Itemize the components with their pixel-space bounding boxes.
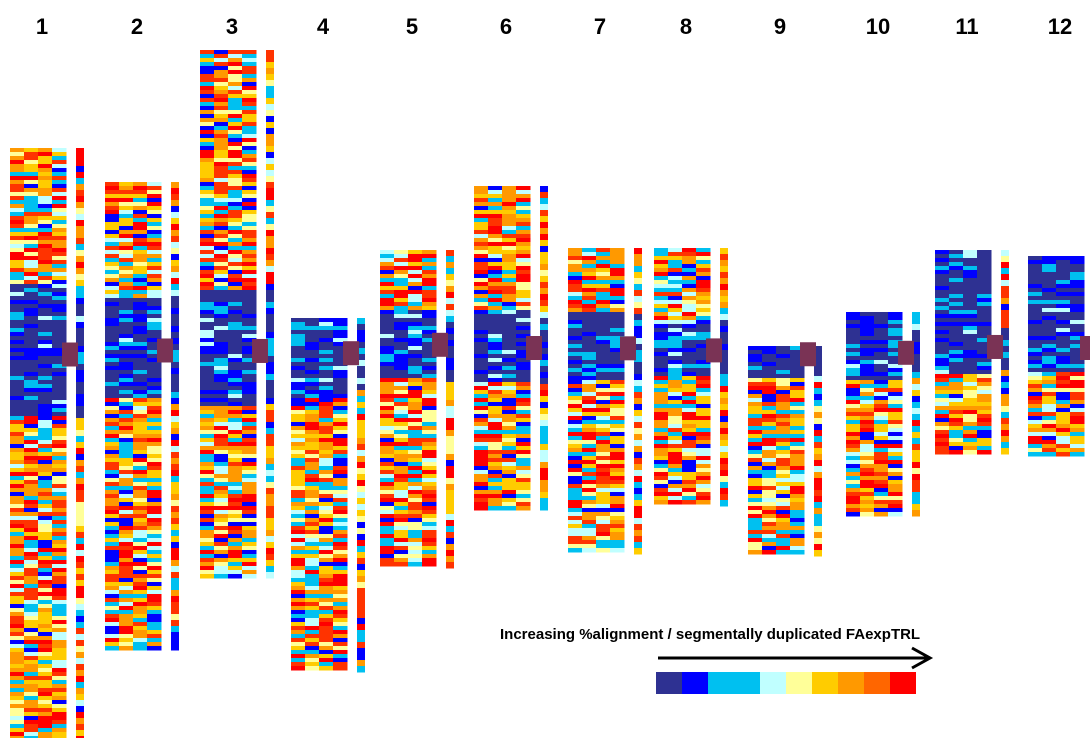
legend-swatch-3 <box>708 672 734 694</box>
centromere-marker-6 <box>526 336 542 360</box>
chromosome-12-heatmap <box>1028 256 1090 457</box>
chromosome-label-8: 8 <box>679 14 693 39</box>
legend-swatch-6 <box>786 672 812 694</box>
centromere-marker-12 <box>1080 336 1090 360</box>
centromere-marker-7 <box>620 336 636 361</box>
chromosome-1-heatmap <box>10 148 84 743</box>
chromosome-label-7: 7 <box>593 14 607 39</box>
legend-swatch-5 <box>760 672 786 694</box>
chromosome-9-heatmap <box>748 342 822 557</box>
increasing-arrow-icon <box>658 646 934 670</box>
legend-color-scale <box>656 672 916 694</box>
chromosome-4-heatmap <box>291 318 365 673</box>
chromosome-6-heatmap <box>474 186 548 511</box>
legend-swatch-1 <box>656 672 682 694</box>
chromosome-label-6: 6 <box>499 14 513 39</box>
legend-swatch-4 <box>734 672 760 694</box>
centromere-marker-1 <box>62 342 78 367</box>
chromosome-5-heatmap <box>380 250 454 569</box>
chromosome-8-heatmap <box>654 248 728 507</box>
centromere-marker-3 <box>252 338 268 363</box>
legend-swatch-2 <box>682 672 708 694</box>
chromosome-label-2: 2 <box>130 14 144 39</box>
legend-swatch-7 <box>812 672 838 694</box>
chromosome-11-heatmap <box>935 250 1009 455</box>
legend-title: Increasing %alignment / segmentally dupl… <box>500 626 921 643</box>
centromere-marker-11 <box>987 334 1003 359</box>
chromosome-label-12: 12 <box>1047 14 1073 39</box>
chromosome-label-1: 1 <box>35 14 49 39</box>
chromosome-10-heatmap <box>846 312 920 517</box>
centromere-marker-4 <box>343 341 359 366</box>
centromere-marker-8 <box>706 338 722 363</box>
chromosome-label-11: 11 <box>955 14 979 39</box>
chromosome-label-3: 3 <box>225 14 239 39</box>
centromere-marker-2 <box>157 338 173 363</box>
chromosome-label-4: 4 <box>316 14 330 39</box>
legend-swatch-10 <box>890 672 916 694</box>
chromosome-label-9: 9 <box>773 14 787 39</box>
chromosome-2-heatmap <box>105 182 179 651</box>
chromosome-label-10: 10 <box>865 14 891 39</box>
chromosome-3-heatmap <box>200 50 274 579</box>
centromere-marker-5 <box>432 332 448 357</box>
centromere-marker-9 <box>800 342 816 367</box>
legend-swatch-8 <box>838 672 864 694</box>
chromosome-label-5: 5 <box>405 14 419 39</box>
chromosome-7-heatmap <box>568 248 642 555</box>
centromere-marker-10 <box>898 340 914 365</box>
legend-swatch-9 <box>864 672 890 694</box>
